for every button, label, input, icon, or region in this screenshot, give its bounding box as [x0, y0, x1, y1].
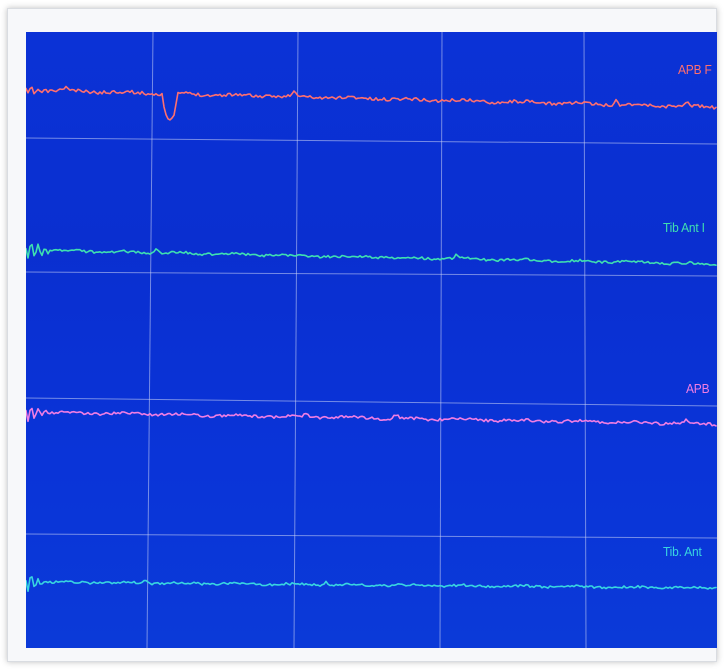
channel-label-apb-left: APB	[686, 381, 710, 396]
channel-label-apb-right: APB F	[678, 62, 712, 77]
trace-tib-ant-right	[26, 243, 717, 266]
grid-lines	[26, 32, 717, 648]
channel-label-tib-ant-left: Tib. Ant	[663, 544, 702, 559]
channel-label-tib-ant-right: Tib Ant I	[663, 220, 705, 235]
trace-canvas	[26, 32, 717, 648]
trace-apb-left	[26, 407, 717, 427]
emg-trace-display: APB F Tib Ant I APB Tib. Ant	[26, 32, 717, 648]
trace-apb-right	[26, 85, 717, 121]
trace-tib-ant-left	[26, 576, 717, 592]
